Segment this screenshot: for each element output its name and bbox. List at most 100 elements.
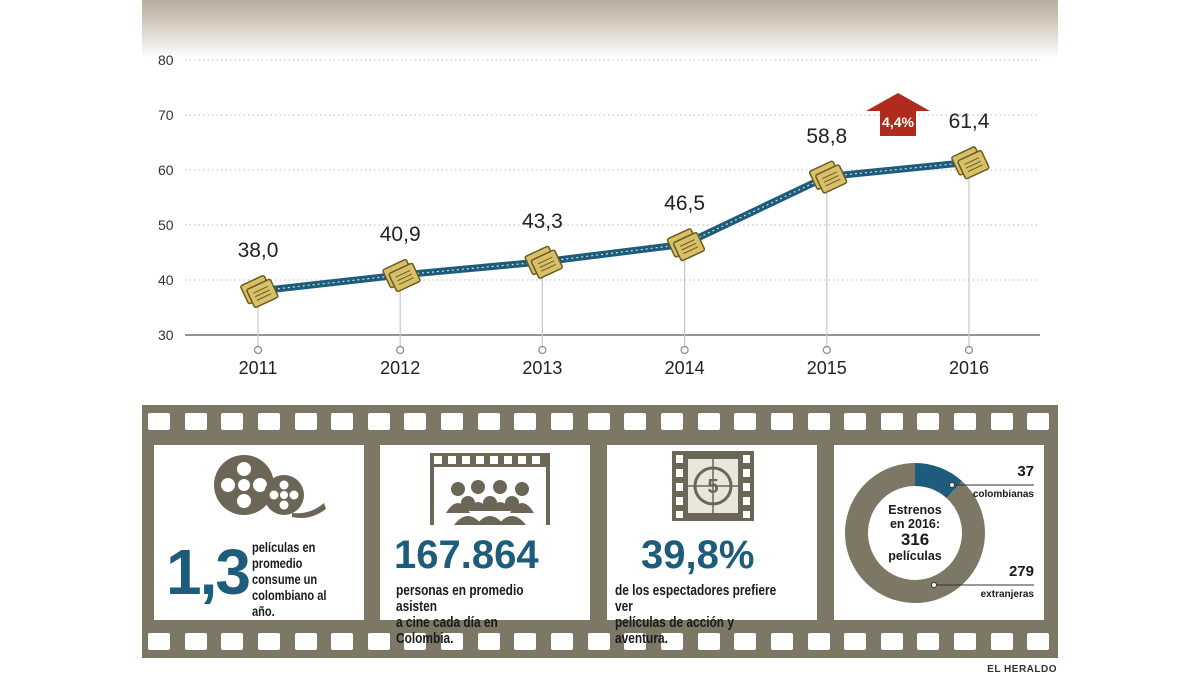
stat-panel-per-capita: 1,3 películas en promedio consume un col… — [154, 445, 364, 620]
film-hole — [697, 633, 720, 650]
releases-center-line-4: películas — [888, 549, 942, 563]
film-hole — [221, 633, 244, 650]
x-tick-label: 2014 — [664, 358, 705, 378]
donut-slice-extranjeras — [845, 463, 985, 603]
action-line-2: películas de acción y aventura. — [615, 615, 734, 647]
film-hole — [770, 413, 793, 430]
data-label: 46,5 — [664, 192, 706, 216]
film-hole — [294, 633, 317, 650]
x-tick-marker — [253, 345, 263, 355]
film-hole — [587, 633, 610, 650]
donut-slice-colombianas — [915, 463, 962, 499]
y-tick-label: 60 — [158, 162, 174, 178]
x-tick-label: 2016 — [948, 358, 990, 378]
film-hole — [148, 413, 170, 430]
film-hole — [660, 633, 683, 650]
film-hole — [734, 413, 757, 430]
film-hole — [807, 633, 830, 650]
per-capita-value: 1,3 — [166, 536, 251, 608]
film-hole — [551, 633, 574, 650]
series-line-stitch — [257, 161, 970, 292]
series-line — [257, 158, 970, 295]
data-label: 40,9 — [379, 223, 421, 247]
y-tick-label: 70 — [158, 107, 174, 123]
y-tick-label: 50 — [158, 217, 174, 233]
film-hole — [331, 413, 354, 430]
x-tick-label: 2015 — [806, 358, 847, 378]
daily-attendance-description: personas en promedio asisten a cine cada… — [396, 583, 555, 647]
extranjeras-leader-dot — [931, 582, 937, 588]
film-hole — [477, 633, 500, 650]
film-hole — [880, 413, 903, 430]
x-tick-label: 2013 — [522, 358, 563, 378]
film-hole — [917, 413, 940, 430]
film-hole — [184, 413, 207, 430]
per-capita-line-4: colombiano al año. — [252, 588, 327, 619]
per-capita-line-1: películas en — [252, 540, 316, 555]
per-capita-description: películas en promedio consume un colombi… — [252, 540, 344, 620]
x-tick-marker — [964, 345, 974, 355]
releases-center-line-1: Estrenos — [888, 503, 942, 517]
film-countdown-icon: 5 — [672, 451, 754, 521]
svg-text:5: 5 — [707, 476, 718, 498]
extranjeras-value: 279 — [1008, 563, 1034, 580]
film-hole — [441, 413, 464, 430]
line-chart: 80 70 60 50 40 30 4,4% — [158, 52, 1040, 355]
extranjeras-label: extranjeras — [980, 589, 1034, 600]
per-capita-line-2: promedio — [252, 556, 303, 571]
x-tick-label: 2011 — [238, 358, 278, 378]
film-hole — [990, 633, 1013, 650]
data-label: 61,4 — [948, 110, 990, 134]
per-capita-line-3: consume un — [252, 572, 318, 587]
data-label: 58,8 — [806, 124, 848, 148]
film-hole — [587, 413, 610, 430]
film-hole — [990, 413, 1013, 430]
film-hole — [954, 633, 977, 650]
y-tick-label: 30 — [158, 327, 174, 343]
film-hole — [917, 633, 940, 650]
releases-donut-chart — [845, 463, 1034, 603]
x-tick-marker — [538, 345, 547, 355]
film-hole — [697, 413, 720, 430]
data-label: 38,0 — [237, 239, 279, 262]
film-hole — [221, 413, 244, 430]
film-hole — [770, 633, 793, 650]
film-reel-icon — [214, 455, 326, 518]
film-hole — [1027, 413, 1050, 430]
film-hole — [624, 413, 647, 430]
film-hole — [624, 633, 647, 650]
ticket-marker — [951, 146, 990, 180]
film-strip: 1,3 películas en promedio consume un col… — [142, 405, 1058, 658]
stat-panel-releases: Estrenos en 2016: 316 películas 37 colom… — [834, 445, 1044, 620]
film-hole — [294, 413, 317, 430]
film-hole — [148, 633, 170, 650]
source-credit: EL HERALDO — [987, 664, 1057, 675]
daily-line-1: personas en promedio asisten — [396, 583, 524, 615]
film-hole — [807, 413, 830, 430]
film-hole — [551, 413, 574, 430]
film-hole — [404, 413, 427, 430]
film-hole — [660, 413, 683, 430]
film-hole — [404, 633, 427, 650]
action-line-1: de los espectadores prefiere ver — [615, 583, 777, 615]
film-hole — [1027, 633, 1050, 650]
film-hole — [331, 633, 354, 650]
action-preference-description: de los espectadores prefiere ver películ… — [615, 583, 781, 647]
film-hole — [441, 633, 464, 650]
film-hole — [257, 633, 280, 650]
ticket-marker — [240, 274, 279, 309]
film-hole — [734, 633, 757, 650]
daily-line-2: a cine cada día en Colombia. — [396, 615, 498, 647]
film-hole — [880, 633, 903, 650]
film-hole — [367, 633, 390, 650]
stat-panel-daily: 167.864 personas en promedio asisten a c… — [380, 445, 590, 647]
cinema-audience-icon — [430, 453, 550, 525]
y-tick-label: 40 — [158, 272, 174, 288]
film-hole — [367, 413, 390, 430]
releases-center-label: Estrenos en 2016: 316 películas — [882, 503, 948, 563]
ticket-marker — [524, 245, 563, 279]
film-hole — [257, 413, 280, 430]
x-tick-marker — [822, 345, 831, 355]
x-tick-marker — [396, 345, 405, 355]
daily-attendance-value: 167.864 — [394, 533, 539, 577]
